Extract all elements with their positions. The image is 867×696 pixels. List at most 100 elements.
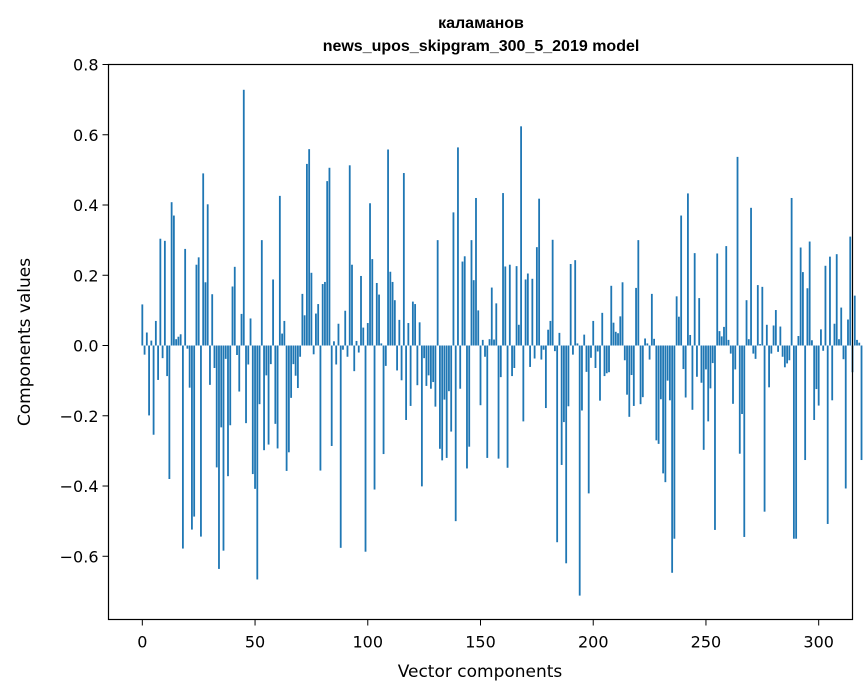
bar-302 <box>822 345 825 351</box>
bar-229 <box>657 345 660 444</box>
bar-228 <box>655 345 658 441</box>
bar-286 <box>786 345 789 364</box>
y-axis-ticks: −0.6 −0.4 −0.2 0.0 0.2 0.4 0.6 0.8 <box>60 56 109 566</box>
bar-255 <box>716 253 719 346</box>
bar-281 <box>774 310 777 346</box>
bar-259 <box>725 246 728 346</box>
bar-89 <box>342 345 344 350</box>
bar-227 <box>653 338 656 346</box>
bar-117 <box>405 345 408 420</box>
bar-197 <box>585 345 588 372</box>
bar-143 <box>463 256 466 346</box>
bar-237 <box>675 296 678 346</box>
bar-206 <box>605 345 608 374</box>
chart-title-line2: news_upos_skipgram_300_5_2019 model <box>323 38 640 55</box>
bar-276 <box>763 345 766 512</box>
bar-161 <box>504 266 507 346</box>
bar-148 <box>475 197 477 346</box>
y-tick-label: −0.2 <box>60 407 99 426</box>
bar-164 <box>511 345 513 377</box>
bar-150 <box>479 345 482 406</box>
bar-277 <box>765 324 768 346</box>
bar-38 <box>227 345 229 477</box>
bar-175 <box>535 247 538 346</box>
bar-186 <box>560 345 563 465</box>
bar-168 <box>520 126 522 346</box>
bar-280 <box>772 325 775 346</box>
bar-268 <box>745 300 748 346</box>
bar-2 <box>145 332 148 346</box>
bar-257 <box>720 336 723 346</box>
bar-93 <box>351 264 353 346</box>
bar-47 <box>247 345 250 365</box>
bar-199 <box>590 345 592 358</box>
bar-71 <box>301 293 304 346</box>
bar-84 <box>330 345 333 446</box>
bar-50 <box>254 345 256 489</box>
bar-118 <box>407 323 410 346</box>
bar-80 <box>321 284 324 346</box>
bar-203 <box>599 345 601 401</box>
bar-272 <box>754 345 757 359</box>
bar-124 <box>420 345 423 487</box>
bar-52 <box>258 345 261 405</box>
bar-235 <box>671 345 674 573</box>
bar-37 <box>224 345 227 359</box>
bar-200 <box>592 320 595 346</box>
bar-212 <box>619 316 622 346</box>
bar-82 <box>326 181 329 346</box>
bar-0 <box>141 304 144 346</box>
bar-43 <box>238 345 241 392</box>
bar-291 <box>797 336 800 346</box>
bar-10 <box>163 240 166 346</box>
bar-167 <box>517 324 520 346</box>
bar-216 <box>628 345 631 417</box>
bar-180 <box>547 329 550 346</box>
bar-213 <box>621 282 624 346</box>
bar-177 <box>540 345 543 360</box>
bar-318 <box>858 342 861 346</box>
bar-256 <box>718 331 721 346</box>
bar-141 <box>459 345 462 389</box>
bar-241 <box>684 345 687 398</box>
bar-234 <box>668 345 671 401</box>
bar-9 <box>161 345 164 359</box>
bar-288 <box>790 197 793 346</box>
bar-190 <box>569 264 572 346</box>
bar-202 <box>596 345 599 352</box>
bar-20 <box>186 345 189 349</box>
bar-307 <box>833 323 836 346</box>
bar-40 <box>231 286 234 346</box>
bar-214 <box>623 345 626 361</box>
bar-90 <box>344 310 347 346</box>
bar-316 <box>853 295 856 346</box>
bar-187 <box>563 345 565 423</box>
bar-209 <box>612 322 615 346</box>
bar-232 <box>664 345 667 483</box>
bar-45 <box>242 89 245 346</box>
bar-196 <box>583 334 586 346</box>
bar-264 <box>736 156 739 346</box>
bar-111 <box>391 281 394 346</box>
bar-250 <box>705 345 707 370</box>
bar-73 <box>305 163 308 346</box>
bar-133 <box>441 345 444 461</box>
bar-262 <box>732 345 734 404</box>
bar-246 <box>696 345 698 377</box>
bar-309 <box>838 339 840 346</box>
y-axis-label: Components values <box>15 258 35 426</box>
y-tick-label: 0.8 <box>73 56 98 75</box>
bar-146 <box>470 240 473 346</box>
bar-271 <box>752 345 755 354</box>
bar-54 <box>263 345 265 451</box>
bar-155 <box>490 287 493 346</box>
bar-267 <box>743 345 746 537</box>
bar-296 <box>808 241 811 346</box>
bar-188 <box>565 345 568 564</box>
bar-126 <box>425 345 428 386</box>
bar-108 <box>384 345 387 366</box>
bar-220 <box>637 240 640 346</box>
bar-217 <box>630 345 633 376</box>
bar-30 <box>209 345 211 385</box>
